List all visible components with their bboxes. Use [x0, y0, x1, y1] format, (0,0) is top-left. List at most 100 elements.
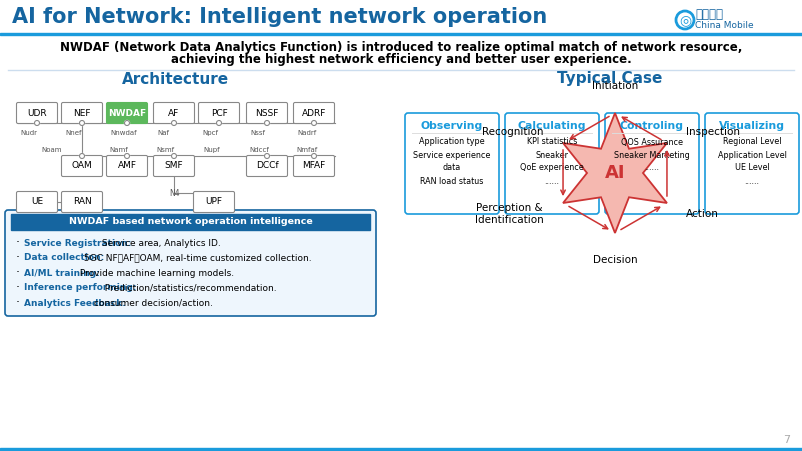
Text: QoE experience: QoE experience [520, 164, 584, 172]
Text: PCF: PCF [211, 109, 228, 118]
Text: NSSF: NSSF [255, 109, 278, 118]
Text: Application Level: Application Level [718, 151, 787, 160]
Text: China Mobile: China Mobile [695, 20, 754, 29]
Text: NWDAF based network operation intelligence: NWDAF based network operation intelligen… [69, 217, 312, 226]
Text: ·: · [16, 296, 20, 309]
Polygon shape [563, 113, 667, 233]
Text: QOS Assurance: QOS Assurance [621, 138, 683, 147]
Text: Action: Action [686, 209, 719, 219]
FancyBboxPatch shape [107, 102, 148, 124]
Bar [0, 448, 802, 451]
Text: data: data [443, 164, 461, 172]
Text: AMF: AMF [118, 161, 136, 170]
FancyBboxPatch shape [246, 156, 287, 176]
FancyBboxPatch shape [153, 102, 195, 124]
Text: KPI statistics: KPI statistics [527, 138, 577, 147]
Text: Namf: Namf [109, 147, 128, 153]
Text: Architecture: Architecture [121, 72, 229, 87]
Text: Nupf: Nupf [203, 147, 220, 153]
Text: Inference performing:: Inference performing: [24, 284, 136, 293]
Text: ·: · [16, 252, 20, 264]
Text: Data collection:: Data collection: [24, 253, 104, 262]
Circle shape [124, 120, 129, 125]
Text: ......: ...... [545, 176, 560, 185]
Text: Observing: Observing [421, 121, 483, 131]
Text: Regional Level: Regional Level [723, 138, 781, 147]
FancyBboxPatch shape [505, 113, 599, 214]
Text: Nssf: Nssf [250, 130, 265, 136]
Text: Inspection: Inspection [686, 127, 740, 137]
Text: ·: · [16, 267, 20, 280]
Text: Service area, Analytics ID.: Service area, Analytics ID. [99, 239, 221, 248]
Text: AF: AF [168, 109, 180, 118]
FancyBboxPatch shape [199, 102, 240, 124]
Text: Typical Case: Typical Case [557, 72, 662, 87]
FancyBboxPatch shape [153, 156, 195, 176]
FancyBboxPatch shape [5, 210, 376, 316]
Text: Nudr: Nudr [20, 130, 37, 136]
Text: 中国移动: 中国移动 [695, 9, 723, 22]
Text: Npcf: Npcf [202, 130, 218, 136]
Circle shape [124, 153, 129, 158]
Text: Naf: Naf [157, 130, 169, 136]
Text: MFAF: MFAF [302, 161, 326, 170]
Text: ......: ...... [645, 164, 659, 172]
Text: Recognition: Recognition [483, 127, 544, 137]
Text: Analytics Feedback:: Analytics Feedback: [24, 299, 126, 308]
Text: ADRF: ADRF [302, 109, 326, 118]
Text: AI for Network: Intelligent network operation: AI for Network: Intelligent network oper… [12, 7, 547, 27]
Text: NEF: NEF [73, 109, 91, 118]
Circle shape [79, 153, 84, 158]
Text: Initiation: Initiation [592, 81, 638, 91]
Text: 7: 7 [783, 435, 790, 445]
Circle shape [172, 120, 176, 125]
Text: Prediction/statistics/recommendation.: Prediction/statistics/recommendation. [99, 284, 276, 293]
Text: consumer decision/action.: consumer decision/action. [91, 299, 213, 308]
Bar [11, 214, 370, 230]
Text: Decision: Decision [593, 255, 638, 265]
Circle shape [311, 120, 317, 125]
Text: 5GC NF、AF、OAM, real-time customized collection.: 5GC NF、AF、OAM, real-time customized coll… [81, 253, 311, 262]
Circle shape [172, 153, 176, 158]
Circle shape [217, 120, 221, 125]
Text: UE Level: UE Level [735, 164, 769, 172]
Text: ·: · [16, 281, 20, 295]
Circle shape [265, 120, 269, 125]
Text: Noam: Noam [41, 147, 62, 153]
FancyBboxPatch shape [62, 192, 103, 212]
FancyBboxPatch shape [193, 192, 234, 212]
Circle shape [79, 120, 84, 125]
Text: Nnwdaf: Nnwdaf [110, 130, 136, 136]
Text: Application type: Application type [419, 138, 485, 147]
Circle shape [34, 120, 39, 125]
Text: UDR: UDR [27, 109, 47, 118]
Text: Perception &
Identification: Perception & Identification [476, 203, 544, 225]
Text: Ndccf: Ndccf [249, 147, 269, 153]
Text: ·: · [16, 236, 20, 249]
Text: AI/ML training:: AI/ML training: [24, 268, 99, 277]
Text: NWDAF (Network Data Analytics Function) is introduced to realize optimal match o: NWDAF (Network Data Analytics Function) … [60, 41, 742, 55]
Bar [0, 0, 802, 33]
Text: NWDAF: NWDAF [108, 109, 146, 118]
Text: OAM: OAM [71, 161, 92, 170]
Text: Sneaker Marketing: Sneaker Marketing [614, 151, 690, 160]
FancyBboxPatch shape [246, 102, 287, 124]
Text: RAN: RAN [73, 198, 91, 207]
Text: SMF: SMF [164, 161, 184, 170]
Circle shape [311, 153, 317, 158]
FancyBboxPatch shape [294, 102, 334, 124]
Text: UPF: UPF [205, 198, 222, 207]
Bar [0, 33, 802, 35]
Text: ◎: ◎ [679, 13, 691, 27]
Circle shape [265, 153, 269, 158]
Text: ......: ...... [744, 176, 759, 185]
FancyBboxPatch shape [17, 102, 58, 124]
Text: achieving the highest network efficiency and better user experience.: achieving the highest network efficiency… [171, 54, 631, 66]
FancyBboxPatch shape [107, 156, 148, 176]
Text: Nmfaf: Nmfaf [296, 147, 318, 153]
Text: Service experience: Service experience [413, 151, 491, 160]
Text: Nadrf: Nadrf [297, 130, 316, 136]
FancyBboxPatch shape [17, 192, 58, 212]
FancyBboxPatch shape [294, 156, 334, 176]
Text: Provide machine learning models.: Provide machine learning models. [77, 268, 234, 277]
